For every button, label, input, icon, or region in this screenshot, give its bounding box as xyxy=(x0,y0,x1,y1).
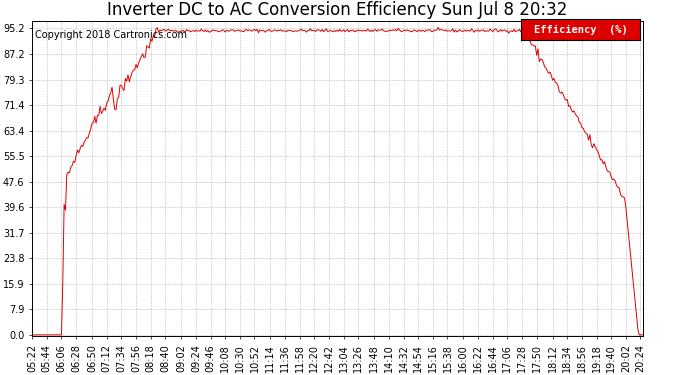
Text: Copyright 2018 Cartronics.com: Copyright 2018 Cartronics.com xyxy=(35,30,187,40)
Title: Inverter DC to AC Conversion Efficiency Sun Jul 8 20:32: Inverter DC to AC Conversion Efficiency … xyxy=(108,1,568,19)
